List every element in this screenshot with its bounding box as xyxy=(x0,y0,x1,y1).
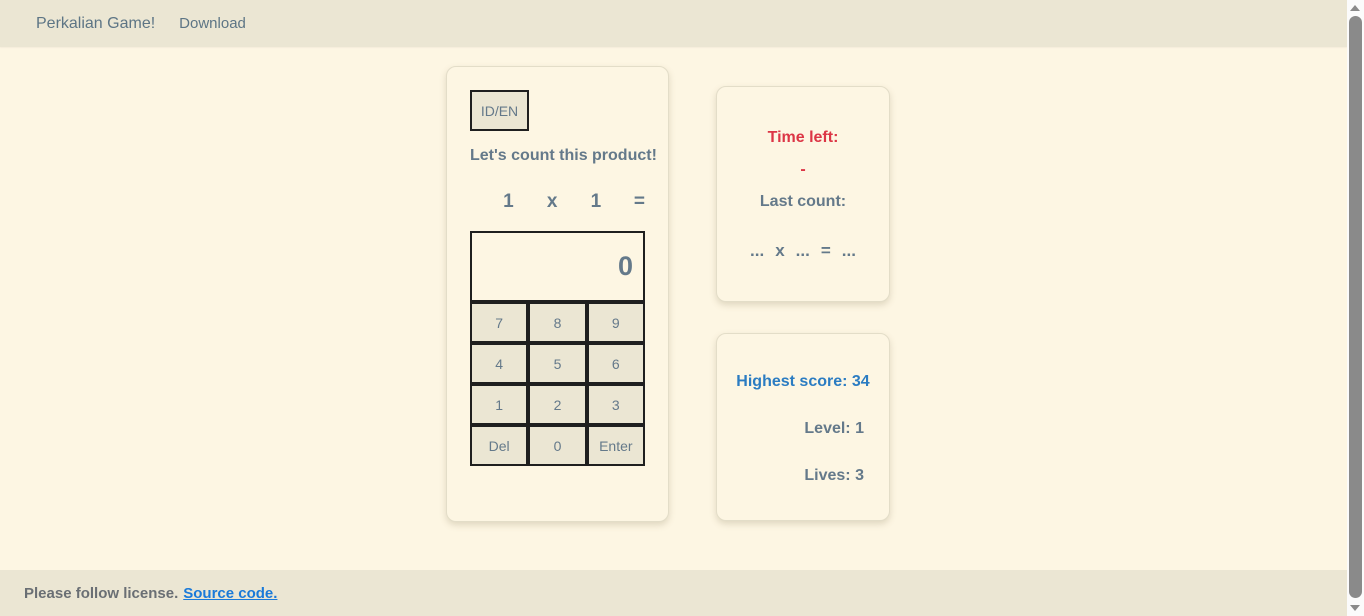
numpad-button-del[interactable]: Del xyxy=(470,425,529,466)
numpad-button-1[interactable]: 1 xyxy=(470,384,529,425)
lives-label: Lives: xyxy=(804,467,851,484)
game-prompt: Let's count this product! xyxy=(470,147,657,164)
numpad-button-enter[interactable]: Enter xyxy=(586,425,645,466)
last-count-operator: x xyxy=(775,241,785,260)
numpad-button-6[interactable]: 6 xyxy=(586,343,645,384)
numpad: 7 8 9 4 5 6 1 2 3 Del 0 Enter xyxy=(470,302,645,466)
status-card: Time left: - Last count: ... x ... = ... xyxy=(716,86,890,302)
scrollbar-thumb[interactable] xyxy=(1349,16,1362,598)
answer-value: 0 xyxy=(617,251,633,281)
numpad-button-5[interactable]: 5 xyxy=(528,343,587,384)
last-count-equals-sign: = xyxy=(820,241,831,260)
last-count-equation: ... x ... = ... xyxy=(717,242,889,260)
license-text: Please follow license. xyxy=(24,584,179,602)
navbar: Perkalian Game! Download xyxy=(0,0,1347,47)
game-card: ID/EN Let's count this product! 1 x 1 = … xyxy=(446,66,669,522)
numpad-button-2[interactable]: 2 xyxy=(528,384,587,425)
highest-score-label: Highest score: xyxy=(736,373,848,390)
footer: Please follow license. Source code. xyxy=(0,570,1347,616)
time-left-label: Time left: xyxy=(767,129,839,146)
source-code-link[interactable]: Source code. xyxy=(183,584,278,602)
equation-equals-sign: = xyxy=(633,191,645,212)
scrollbar-down-arrow-icon[interactable] xyxy=(1350,605,1360,611)
scrollbar-up-arrow-icon[interactable] xyxy=(1350,5,1360,11)
last-count-operand-1: ... xyxy=(750,241,765,260)
language-toggle-button[interactable]: ID/EN xyxy=(470,90,529,131)
lives: Lives: 3 xyxy=(717,467,889,485)
numpad-button-7[interactable]: 7 xyxy=(470,302,529,343)
last-count-operand-2: ... xyxy=(795,241,810,260)
numpad-button-0[interactable]: 0 xyxy=(528,425,587,466)
navbar-brand[interactable]: Perkalian Game! xyxy=(36,14,156,32)
last-count-label: Last count: xyxy=(759,193,847,210)
score-card: Highest score: 34 Level: 1 Lives: 3 xyxy=(716,333,890,521)
equation-operand-2: 1 xyxy=(590,191,602,212)
lives-value: 3 xyxy=(855,467,864,484)
time-left-value: - xyxy=(800,161,806,178)
level-value: 1 xyxy=(855,420,864,437)
highest-score: Highest score: 34 xyxy=(717,373,889,391)
answer-display: 0 xyxy=(470,231,645,302)
numpad-button-4[interactable]: 4 xyxy=(470,343,529,384)
equation-row: 1 x 1 = xyxy=(470,191,645,213)
equation-operator: x xyxy=(546,191,558,212)
numpad-button-8[interactable]: 8 xyxy=(528,302,587,343)
highest-score-value: 34 xyxy=(851,373,870,390)
last-count-result: ... xyxy=(841,241,856,260)
navbar-link-download[interactable]: Download xyxy=(179,15,246,32)
numpad-button-3[interactable]: 3 xyxy=(586,384,645,425)
equation-operand-1: 1 xyxy=(503,191,514,212)
numpad-button-9[interactable]: 9 xyxy=(586,302,645,343)
level: Level: 1 xyxy=(717,420,889,438)
scrollbar[interactable] xyxy=(1347,0,1364,616)
level-label: Level: xyxy=(804,420,851,437)
